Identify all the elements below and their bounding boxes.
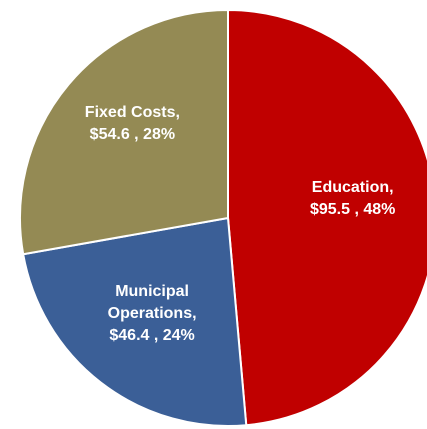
- slice-value: $46.4 , 24%: [109, 327, 195, 345]
- pie-slice: [19, 8, 229, 256]
- slice-label: Fixed Costs, $54.6 , 28%: [72, 102, 192, 146]
- slice-label: Municipal Operations, $46.4 , 24%: [92, 281, 212, 347]
- slice-label-box: Education, $95.5 , 48%: [293, 177, 413, 221]
- slice-category: Education,: [311, 178, 394, 196]
- slice-category: Fixed Costs,: [84, 103, 180, 121]
- slice-value: $95.5 , 48%: [309, 200, 396, 218]
- slice-label: Education, $95.5 , 48%: [293, 177, 413, 221]
- slice-label-box: Municipal Operations, $46.4 , 24%: [92, 281, 212, 347]
- pie-slice: [22, 216, 248, 427]
- slice-label-box: Fixed Costs, $54.6 , 28%: [72, 102, 192, 146]
- pie-slice: [227, 8, 427, 427]
- slice-category: Municipal Operations,: [107, 283, 197, 323]
- slice-value: $54.6 , 28%: [89, 125, 176, 143]
